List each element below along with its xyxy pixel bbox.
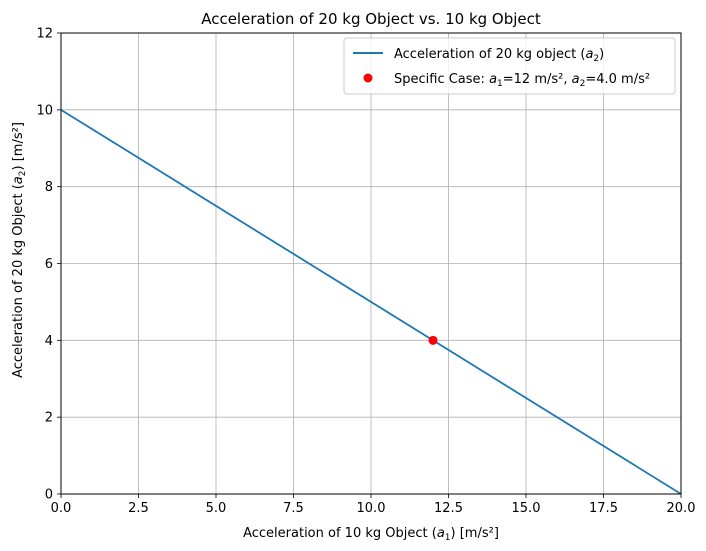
legend-box [343, 37, 676, 95]
x-tick-label: 12.5 [434, 501, 463, 516]
legend-label-point: Specific Case: a1=12 m/s², a2=4.0 m/s² [394, 72, 650, 89]
legend-marker-swatch [363, 73, 373, 83]
x-tick-label: 10.0 [357, 501, 386, 516]
legend: Acceleration of 20 kg object (a2) Specif… [343, 37, 676, 95]
y-axis-label: Acceleration of 20 kg Object (a2) [m/s²] [11, 122, 28, 378]
legend-point-sub2: 2 [580, 79, 586, 89]
series-line-0 [60, 109, 682, 495]
y-tick-label: 10 [36, 103, 53, 118]
data-point [428, 335, 438, 345]
chart-title: Acceleration of 20 kg Object vs. 10 kg O… [201, 10, 541, 28]
x-tick-label: 0.0 [51, 501, 72, 516]
y-tick-label: 4 [45, 334, 53, 349]
y-tick-label: 12 [36, 27, 53, 42]
series-layer [60, 109, 682, 495]
legend-point-var2: a [572, 72, 580, 87]
legend-point-sub1: 1 [497, 79, 503, 89]
x-axis-label-after: ) [m/s²] [451, 526, 499, 541]
x-tick-label: 20.0 [667, 501, 696, 516]
y-tick-label: 6 [45, 257, 53, 272]
x-tick-label: 15.0 [512, 501, 541, 516]
y-axis-label-after: ) [m/s²] [11, 122, 26, 170]
x-tick-label: 7.5 [283, 501, 304, 516]
legend-point-var1: a [489, 72, 497, 87]
legend-point-before: Specific Case: [394, 72, 489, 87]
legend-line-after: ) [599, 47, 604, 62]
x-tick-label: 17.5 [589, 501, 618, 516]
legend-line-before: Acceleration of 20 kg object ( [394, 47, 585, 62]
y-tick-label: 2 [45, 411, 53, 426]
y-tick-label: 8 [45, 180, 53, 195]
x-axis-label-var: a [437, 526, 445, 541]
y-axis-label-sub: 2 [18, 170, 28, 176]
x-axis: 0.0 2.5 5.0 7.5 10.0 12.5 15.0 17.5 20.0 [51, 494, 696, 516]
x-tick-label: 5.0 [206, 501, 227, 516]
legend-label-line: Acceleration of 20 kg object (a2) [394, 47, 604, 64]
x-axis-label-before: Acceleration of 10 kg Object ( [243, 526, 437, 541]
y-axis-label-var: a [11, 176, 26, 184]
x-axis-label: Acceleration of 10 kg Object (a1) [m/s²] [243, 526, 499, 543]
legend-line-var: a [585, 47, 593, 62]
plot-frame [60, 32, 682, 495]
legend-point-mid: =12 m/s², [503, 72, 572, 87]
legend-point-after: =4.0 m/s² [585, 72, 650, 87]
y-axis-label-before: Acceleration of 20 kg Object ( [11, 184, 26, 378]
x-tick-label: 2.5 [128, 501, 149, 516]
y-tick-label: 0 [45, 488, 53, 503]
y-axis: 0 2 4 6 8 10 12 [36, 27, 61, 503]
x-axis-label-sub: 1 [445, 533, 451, 543]
legend-line-sub: 2 [593, 54, 599, 64]
